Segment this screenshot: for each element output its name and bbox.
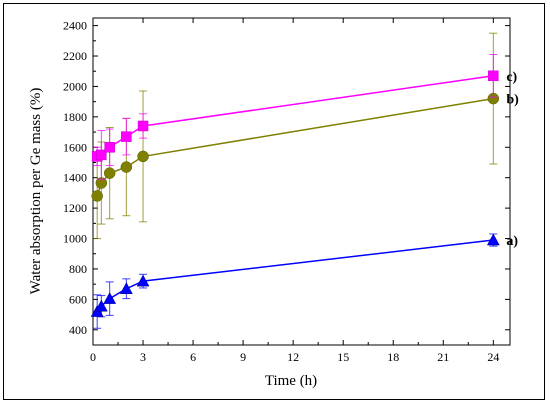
y-tick-label: 800 — [69, 262, 87, 276]
data-point — [91, 190, 103, 202]
series-label: a) — [506, 234, 518, 249]
data-point — [137, 120, 149, 132]
figure-frame — [3, 3, 545, 400]
y-tick-label: 2000 — [63, 79, 87, 93]
data-point — [488, 70, 499, 82]
y-tick-label: 1400 — [63, 171, 87, 185]
series-layer: a) b) c) — [90, 32, 519, 329]
y-axis-title: Water absorption per Ge mass (%) — [28, 88, 44, 295]
y-tick-label: 1800 — [63, 110, 87, 124]
data-point — [119, 282, 133, 294]
y-tick-label: 1200 — [63, 201, 87, 215]
data-point — [120, 161, 133, 173]
y-tick-label: 400 — [69, 323, 87, 337]
data-point — [121, 131, 132, 142]
x-tick-label: 24 — [487, 350, 499, 364]
x-tick-label: 6 — [190, 350, 196, 364]
x-tick-label: 21 — [437, 350, 449, 364]
data-point — [94, 299, 108, 312]
y-tick-label: 600 — [69, 292, 87, 306]
y-tick-label: 2200 — [63, 49, 87, 63]
series-label: b) — [506, 93, 519, 108]
series-line — [96, 75, 494, 158]
plot-area: 4006008001000120014001600180020002200240… — [63, 17, 511, 364]
y-tick-label: 1000 — [63, 232, 87, 246]
series-line — [96, 97, 494, 197]
x-tick-label: 9 — [240, 350, 246, 364]
data-point — [103, 292, 117, 304]
data-point — [486, 233, 500, 246]
x-tick-label: 15 — [337, 350, 349, 364]
series-3: c) — [91, 54, 518, 180]
data-point — [104, 142, 115, 153]
x-tick-label: 12 — [287, 350, 299, 364]
x-tick-label: 18 — [387, 350, 399, 364]
y-tick-label: 2400 — [63, 19, 87, 33]
data-point — [96, 149, 107, 161]
data-point — [136, 274, 150, 287]
series-label: c) — [506, 70, 517, 85]
data-point — [137, 150, 149, 163]
x-axis-title: Time (h) — [265, 373, 317, 389]
series-2: b) — [91, 32, 519, 240]
series-1: a) — [90, 233, 518, 329]
x-tick-label: 3 — [140, 350, 146, 364]
plot-border — [92, 17, 511, 346]
x-tick-label: 0 — [90, 350, 96, 364]
data-point — [103, 167, 116, 179]
series-line — [96, 239, 494, 313]
y-tick-label: 1600 — [63, 140, 87, 154]
